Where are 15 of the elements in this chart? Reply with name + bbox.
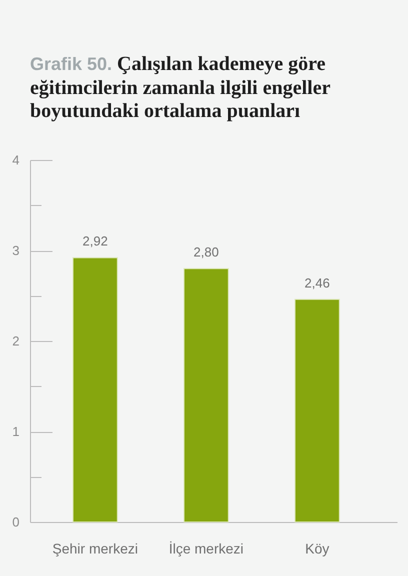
chart-title: Grafik 50. Çalışılan kademeye göre eğitimcilerin zamanla ilgili engeller boyutundaki ortalama puanları (30, 53, 332, 124)
y-tick-label: 1 (12, 424, 20, 439)
y-tick-label: 4 (12, 152, 20, 168)
y-tick-label: 2 (12, 334, 20, 348)
x-tick-label: Köy (305, 540, 330, 556)
bar (72, 257, 118, 522)
bar (294, 298, 340, 522)
x-tick-label: İlçe merkezi (168, 540, 244, 556)
data-label: 2,80 (194, 244, 219, 260)
y-tick-label: 0 (12, 514, 20, 530)
bar (183, 268, 229, 522)
data-label: 2,92 (82, 234, 108, 249)
data-label: 2,46 (304, 275, 330, 290)
x-tick-label: Şehir merkezi (52, 540, 138, 556)
y-tick-label: 3 (12, 243, 20, 258)
